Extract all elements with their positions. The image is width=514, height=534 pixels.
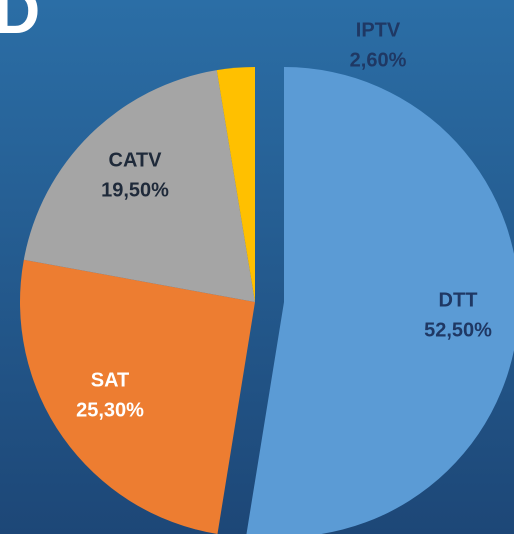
pie-slice <box>246 67 514 534</box>
panel-label: D <box>0 0 40 47</box>
slice-value-label: 2,60% <box>350 49 407 71</box>
slice-category: CATV <box>109 149 163 171</box>
slice-value-label: 25,30% <box>76 399 144 421</box>
pie-slice <box>23 70 256 302</box>
pie-slice <box>216 67 255 302</box>
slice-category: IPTV <box>356 19 401 41</box>
slice-category: SAT <box>91 369 130 391</box>
slice-value-label: 52,50% <box>424 319 492 341</box>
slice-category: DTT <box>439 289 478 311</box>
pie-slice <box>19 259 256 534</box>
slice-value-label: 19,50% <box>101 179 169 201</box>
